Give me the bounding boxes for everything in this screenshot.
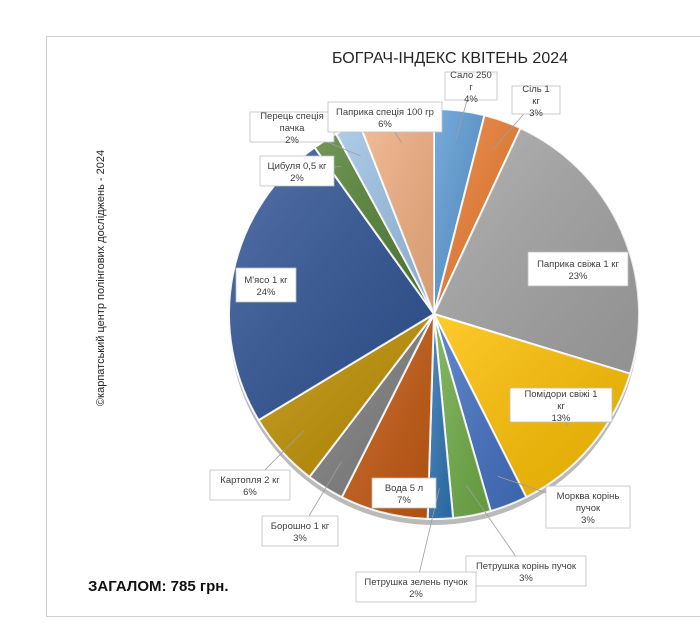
callout-value-2: 3% <box>529 108 543 119</box>
callout-value-5: 3% <box>581 515 595 526</box>
callout-label-9-1: Борошно 1 кг <box>271 521 330 532</box>
callout-box-12 <box>259 155 335 187</box>
callout-box-10 <box>209 469 291 501</box>
callout-label-10-1: Картопля 2 кг <box>220 475 280 486</box>
callout-box-2 <box>511 85 561 115</box>
callout-box-5 <box>545 485 631 529</box>
callout-label-11-1: М'ясо 1 кг <box>244 275 288 286</box>
callout-box-6 <box>465 555 587 587</box>
callout-label-4-2: кг <box>557 401 565 412</box>
frame-bottom-line <box>46 616 700 617</box>
pie-slice-sheen-2 <box>434 115 521 314</box>
callout-box-7 <box>355 571 477 603</box>
callout-label-2-1: Сіль 1 <box>522 84 549 95</box>
pie-slice-sheen-9 <box>309 314 434 498</box>
side-caption: ©карпатський центр полінгових досліджень… <box>95 150 107 406</box>
callout-value-4: 13% <box>551 413 571 424</box>
pie-slice-sheen-11 <box>229 147 434 421</box>
callout-value-6: 3% <box>519 573 533 584</box>
callout-box-9 <box>261 515 339 547</box>
callout-box-8 <box>371 477 437 509</box>
callout-value-12: 2% <box>290 173 304 184</box>
callout-value-13: 2% <box>285 135 299 146</box>
chart-title: БОГРАЧ-ІНДЕКС КВІТЕНЬ 2024 <box>332 50 568 67</box>
frame-top-line <box>46 36 700 37</box>
pie-slice-sheen-5 <box>434 314 527 512</box>
callout-label-13-1: Перець спеція <box>260 111 324 122</box>
pie-slices <box>228 107 640 525</box>
callout-box-4 <box>509 387 613 423</box>
frame-left-line <box>46 36 47 616</box>
callout-label-4-1: Помідори свіжі 1 <box>524 389 597 400</box>
callout-label-6-1: Петрушка корінь пучок <box>476 561 577 572</box>
callout-label-3-1: Паприка свіжа 1 кг <box>537 259 619 270</box>
pie-slice-sheen-14 <box>359 109 434 314</box>
callout-label-12-1: Цибуля 0,5 кг <box>268 161 327 172</box>
callout-label-5-1: Морква корінь <box>557 491 620 502</box>
pie-slice-sheen-6 <box>434 314 491 519</box>
callout-label-1-1: Сало 250 <box>450 70 492 81</box>
callout-label-14-1: Паприка спеція 100 гр <box>336 107 434 118</box>
callout-value-11: 24% <box>256 287 276 298</box>
callout-value-8: 7% <box>397 495 411 506</box>
pie-slice-sheen-10 <box>258 314 434 477</box>
pie-slice-sheen-12 <box>314 133 434 314</box>
callout-label-8-1: Вода 5 л <box>385 483 423 494</box>
pie-slice-sheen-13 <box>336 123 434 315</box>
callout-box-1 <box>444 71 498 101</box>
callout-label-1-2: г <box>469 82 473 93</box>
pie-slice-sheen-8 <box>341 314 434 519</box>
callout-value-10: 6% <box>243 487 257 498</box>
total-label: ЗАГАЛОМ: 785 грн. <box>88 578 229 595</box>
callout-label-13-2: пачка <box>280 123 306 134</box>
callout-label-7-1: Петрушка зелень пучок <box>364 577 468 588</box>
pie-slice-sheen-7 <box>427 314 454 519</box>
callout-box-13 <box>249 111 335 143</box>
callout-value-1: 4% <box>464 94 478 105</box>
callout-box-3 <box>527 251 629 287</box>
callout-box-11 <box>235 267 297 303</box>
callout-value-7: 2% <box>409 589 423 600</box>
callout-value-14: 6% <box>378 119 392 130</box>
callout-value-3: 23% <box>568 271 588 282</box>
callout-label-2-2: кг <box>532 96 540 107</box>
callout-value-9: 3% <box>293 533 307 544</box>
callout-label-5-2: пучок <box>576 503 601 514</box>
pie-slice-sheen-3 <box>434 128 639 374</box>
callout-box-14 <box>327 101 443 133</box>
